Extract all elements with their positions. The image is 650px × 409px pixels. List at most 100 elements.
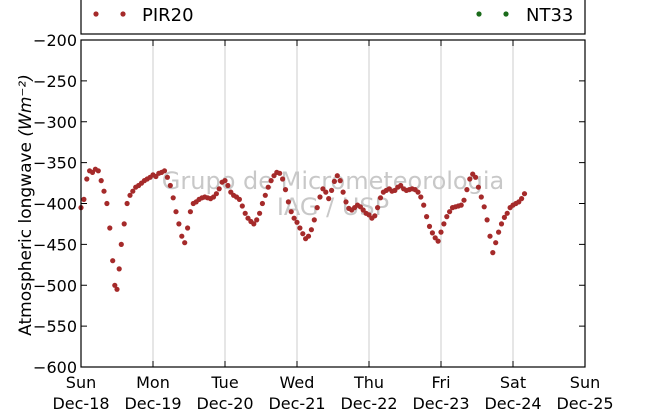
data-point	[288, 209, 294, 215]
data-point	[112, 282, 118, 288]
data-point	[314, 205, 320, 211]
data-point	[372, 213, 378, 219]
legend-marker-pir20-b	[120, 11, 126, 17]
data-point	[331, 178, 337, 184]
data-point	[467, 176, 473, 182]
data-point	[337, 178, 343, 184]
x-tick-label-date: Dec-22	[340, 394, 397, 409]
data-point	[311, 217, 317, 223]
y-tick-label: −450	[33, 235, 77, 254]
x-tick-label-day: Fri	[431, 373, 450, 392]
data-point	[424, 214, 430, 220]
data-point	[490, 250, 496, 256]
data-point	[294, 219, 300, 225]
data-point	[519, 196, 525, 202]
data-point	[340, 189, 346, 195]
data-point	[225, 182, 231, 189]
data-point	[441, 221, 447, 227]
data-point	[187, 209, 193, 215]
legend-marker-nt33-a	[476, 11, 482, 17]
data-point	[305, 233, 312, 239]
y-axis-label-text: Atmospheric longwave	[16, 142, 36, 336]
data-point	[300, 231, 306, 237]
data-point	[124, 200, 130, 207]
data-point	[426, 223, 433, 229]
data-point	[216, 186, 222, 192]
data-point	[259, 200, 265, 207]
x-tick-label-day: Thu	[353, 373, 384, 392]
data-point	[291, 215, 297, 221]
legend-label-nt33: NT33	[526, 5, 573, 26]
data-point	[444, 214, 450, 220]
data-point	[478, 194, 484, 200]
x-tick-label-date: Dec-20	[196, 394, 253, 409]
series-pir20	[78, 166, 528, 292]
data-point	[265, 184, 271, 190]
data-point	[438, 229, 444, 235]
data-point	[127, 192, 133, 198]
data-point	[161, 168, 168, 174]
data-point	[185, 225, 191, 231]
data-point	[521, 191, 528, 197]
data-point	[461, 197, 467, 203]
x-axis: Sun Dec-18 Mon Dec-19 Tue Dec-20 Wed Dec-21 Thu D…	[52, 40, 614, 409]
x-tick-label-day: Wed	[280, 373, 315, 392]
data-point	[501, 214, 507, 220]
data-point	[182, 240, 188, 246]
data-point	[481, 204, 487, 210]
x-tick-label-day: Sun	[66, 373, 96, 392]
data-point	[251, 221, 257, 227]
x-tick-label-date: Dec-25	[556, 394, 613, 409]
data-point	[317, 194, 323, 200]
y-tick-label: −600	[33, 358, 77, 377]
data-point	[222, 178, 228, 184]
data-point	[326, 196, 332, 202]
data-point	[130, 188, 136, 194]
y-tick-label: −200	[33, 31, 77, 50]
data-point	[176, 221, 182, 227]
data-point	[84, 176, 90, 182]
y-tick-label: −550	[33, 317, 77, 336]
y-tick-label: −300	[33, 113, 77, 132]
legend-marker-pir20-a	[93, 11, 99, 17]
data-point	[277, 170, 283, 176]
data-point	[504, 210, 510, 216]
data-point	[81, 196, 87, 202]
data-point	[285, 199, 291, 205]
y-axis-label: Atmospheric longwave (Wm⁻²)	[16, 74, 36, 336]
data-point	[496, 229, 502, 235]
data-point	[280, 176, 286, 182]
data-point	[343, 199, 349, 205]
legend-box	[80, 0, 586, 35]
data-point	[282, 187, 289, 193]
data-point	[242, 210, 248, 216]
y-axis-label-unit: (Wm⁻²)	[16, 74, 36, 136]
data-point	[173, 209, 179, 215]
data-point	[98, 178, 104, 184]
x-tick-label-date: Dec-23	[412, 394, 469, 409]
data-point	[101, 188, 107, 194]
y-tick-label: −250	[33, 72, 77, 91]
x-tick-label-day: Mon	[136, 373, 170, 392]
data-point	[493, 240, 499, 246]
data-point	[167, 182, 173, 189]
data-point	[498, 221, 505, 227]
y-tick-label: −400	[33, 195, 77, 214]
data-point	[447, 209, 453, 215]
data-point	[418, 194, 424, 200]
x-tick-label-day: Sun	[570, 373, 600, 392]
data-point	[323, 189, 329, 195]
data-point	[375, 205, 381, 211]
data-point	[464, 187, 470, 193]
data-point	[262, 192, 268, 198]
legend-marker-nt33-b	[503, 11, 509, 17]
data-point	[239, 203, 245, 209]
data-point	[308, 227, 314, 233]
data-point	[377, 195, 384, 201]
data-point	[236, 196, 242, 202]
data-point	[107, 225, 113, 231]
data-point	[415, 189, 421, 195]
x-tick-label-date: Dec-18	[52, 394, 109, 409]
data-point	[421, 202, 427, 208]
